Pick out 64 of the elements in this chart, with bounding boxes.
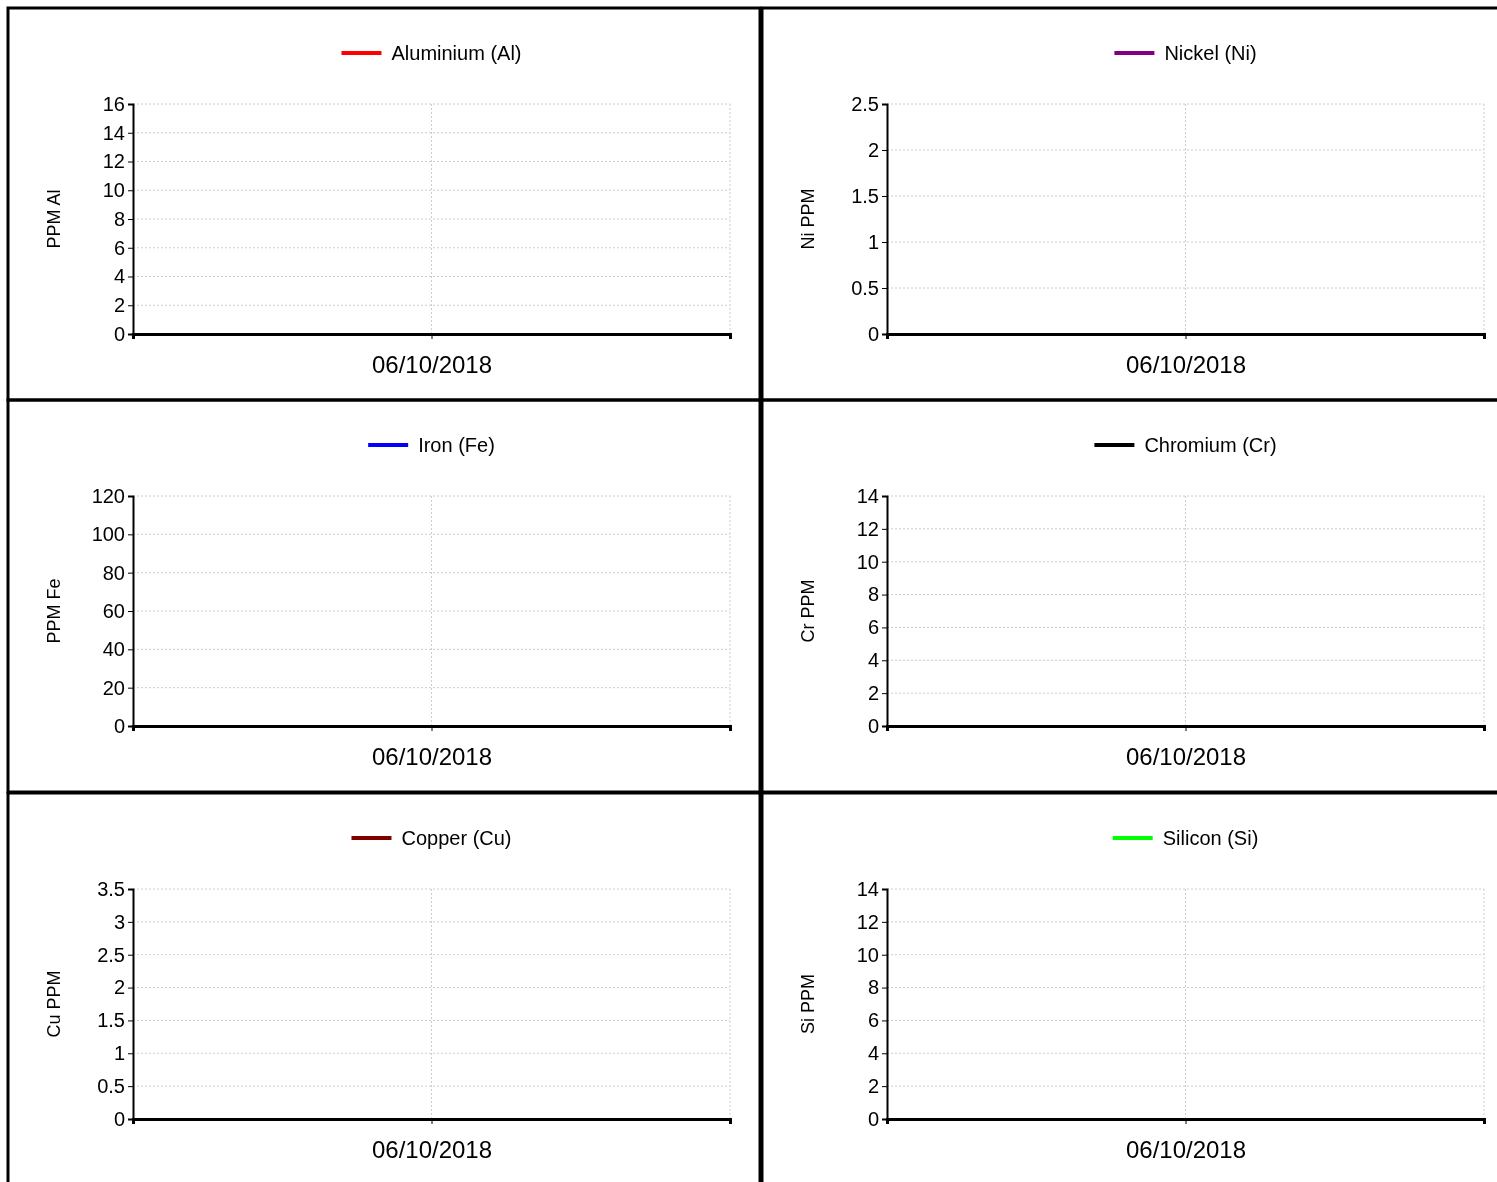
y-tick-label: 100 bbox=[91, 523, 125, 546]
legend-label: Chromium (Cr) bbox=[1144, 434, 1277, 456]
y-tick-label: 4 bbox=[113, 265, 125, 288]
y-tick-label: 0.5 bbox=[97, 1075, 125, 1098]
y-axis-title: Cu PPM bbox=[44, 970, 64, 1038]
y-tick-label: 0.5 bbox=[851, 276, 879, 299]
legend-label: Silicon (Si) bbox=[1162, 827, 1259, 849]
legend-label: Aluminium (Al) bbox=[391, 42, 522, 64]
y-tick-label: 0 bbox=[113, 1107, 125, 1130]
x-tick-label: 06/10/2018 bbox=[1125, 351, 1247, 379]
y-tick-label: 14 bbox=[102, 121, 125, 144]
y-tick-label: 1.5 bbox=[851, 184, 879, 207]
y-tick-label: 10 bbox=[856, 943, 879, 966]
x-tick-label: 06/10/2018 bbox=[1125, 1136, 1247, 1164]
y-tick-label: 12 bbox=[856, 910, 879, 933]
y-tick-label: 0 bbox=[113, 322, 125, 345]
y-tick-label: 2 bbox=[867, 138, 879, 161]
legend-label: Copper (Cu) bbox=[401, 827, 512, 849]
y-tick-label: 14 bbox=[856, 484, 879, 507]
y-tick-label: 3 bbox=[113, 910, 125, 933]
y-tick-label: 0 bbox=[113, 714, 125, 737]
y-tick-label: 2 bbox=[867, 1075, 879, 1098]
y-tick-label: 8 bbox=[867, 583, 879, 606]
y-tick-label: 6 bbox=[113, 236, 125, 259]
y-tick-label: 10 bbox=[102, 179, 125, 202]
y-axis-title: PPM Fe bbox=[44, 578, 64, 644]
x-tick-label: 06/10/2018 bbox=[371, 1136, 493, 1164]
y-tick-label: 0 bbox=[867, 1107, 879, 1130]
y-tick-label: 2 bbox=[113, 294, 125, 317]
y-tick-label: 8 bbox=[867, 976, 879, 999]
y-tick-label: 2 bbox=[867, 682, 879, 705]
y-tick-label: 14 bbox=[856, 877, 879, 900]
y-tick-label: 120 bbox=[91, 484, 125, 507]
y-tick-label: 6 bbox=[867, 616, 879, 639]
y-tick-label: 1 bbox=[867, 230, 879, 253]
y-tick-label: 80 bbox=[102, 561, 125, 584]
y-tick-label: 6 bbox=[867, 1009, 879, 1032]
y-axis-title: Ni PPM bbox=[798, 188, 818, 250]
y-tick-label: 4 bbox=[867, 1042, 879, 1065]
legend-label: Iron (Fe) bbox=[418, 434, 495, 456]
y-tick-label: 0 bbox=[867, 322, 879, 345]
x-tick-label: 06/10/2018 bbox=[371, 351, 493, 379]
y-tick-label: 10 bbox=[856, 550, 879, 573]
y-axis-title: Cr PPM bbox=[798, 579, 818, 643]
y-tick-label: 0 bbox=[867, 714, 879, 737]
y-tick-label: 2.5 bbox=[851, 92, 879, 115]
y-tick-label: 4 bbox=[867, 649, 879, 672]
y-axis-title: PPM Al bbox=[44, 189, 64, 249]
y-tick-label: 2.5 bbox=[97, 943, 125, 966]
x-tick-label: 06/10/2018 bbox=[1125, 743, 1247, 771]
y-tick-label: 3.5 bbox=[97, 877, 125, 900]
y-tick-label: 8 bbox=[113, 207, 125, 230]
y-axis-title: Si PPM bbox=[798, 973, 818, 1035]
legend-label: Nickel (Ni) bbox=[1164, 42, 1257, 64]
y-tick-label: 40 bbox=[102, 638, 125, 661]
y-tick-label: 20 bbox=[102, 676, 125, 699]
x-tick-label: 06/10/2018 bbox=[371, 743, 493, 771]
y-tick-label: 12 bbox=[856, 517, 879, 540]
y-tick-label: 1 bbox=[113, 1042, 125, 1065]
y-tick-label: 1.5 bbox=[97, 1009, 125, 1032]
y-tick-label: 60 bbox=[102, 599, 125, 622]
y-tick-label: 2 bbox=[113, 976, 125, 999]
y-tick-label: 16 bbox=[102, 92, 125, 115]
y-tick-label: 12 bbox=[102, 150, 125, 173]
